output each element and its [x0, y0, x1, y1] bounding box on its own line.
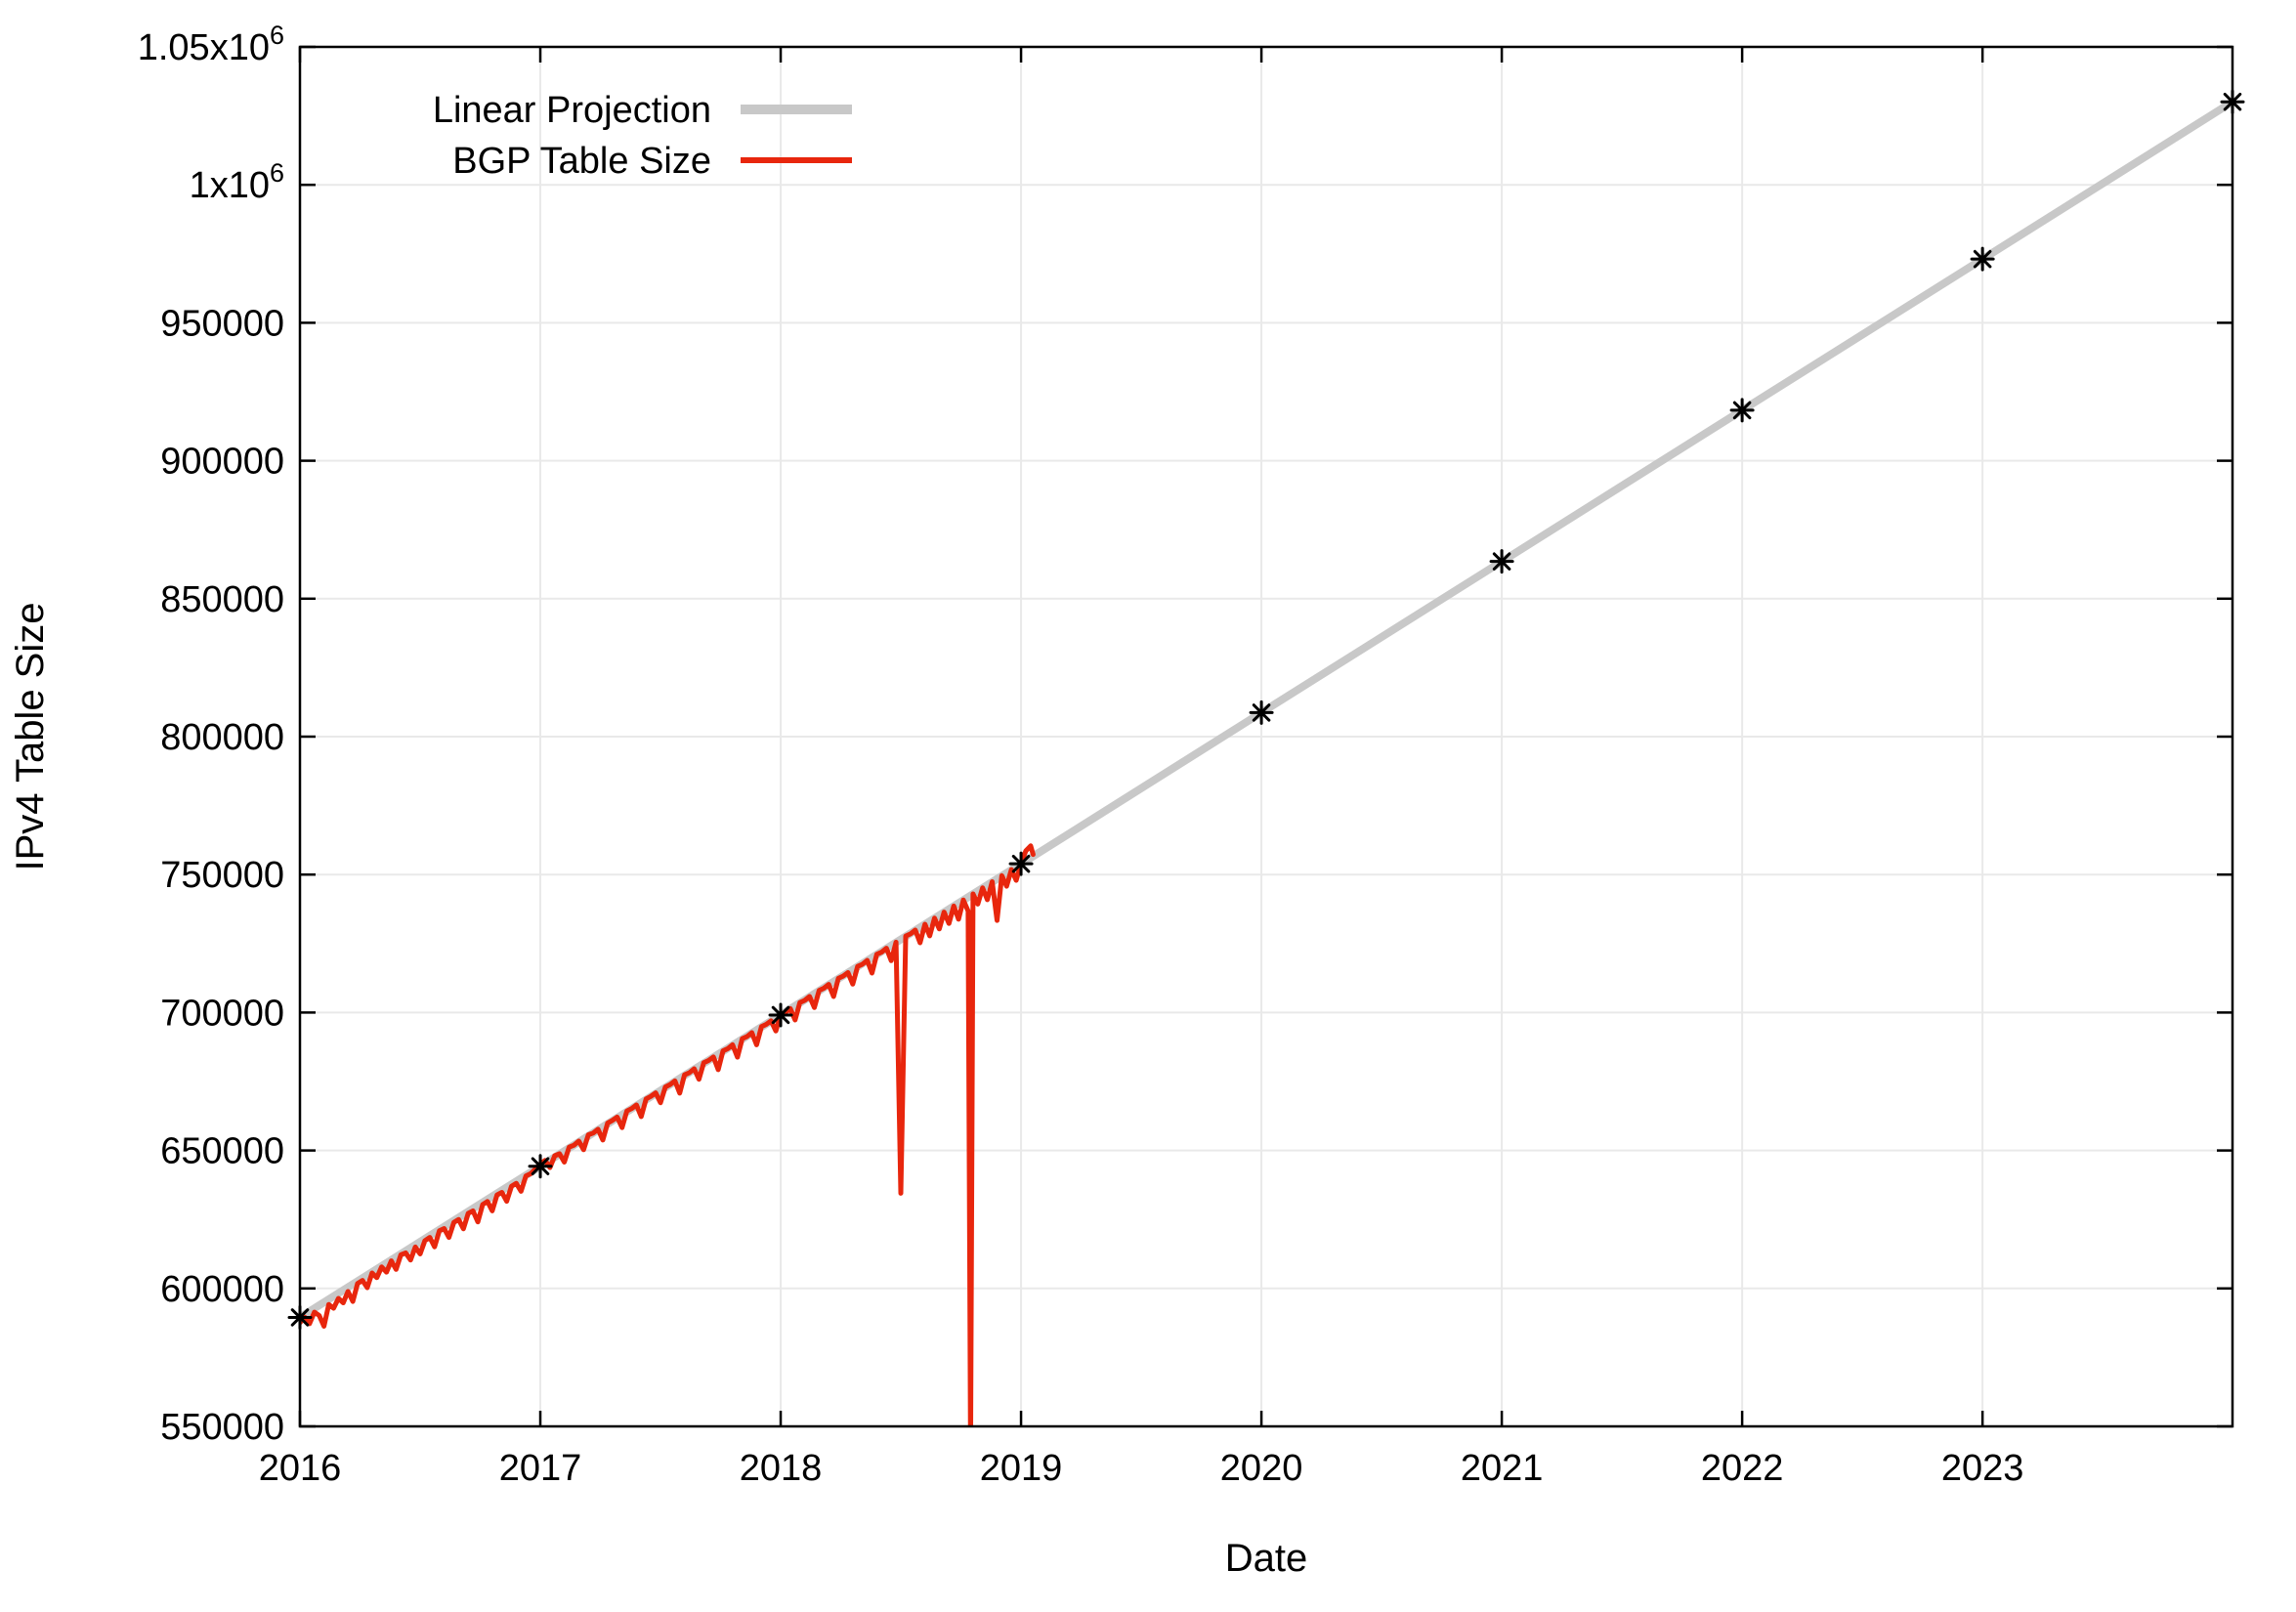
y-tick-label: 850000 — [160, 579, 284, 620]
y-tick-label: 950000 — [160, 303, 284, 344]
y-axis-title: IPv4 Table Size — [9, 603, 52, 871]
x-tick-label: 2022 — [1701, 1448, 1784, 1489]
x-tick-label: 2017 — [499, 1448, 582, 1489]
y-tick-label: 600000 — [160, 1269, 284, 1310]
asterisk-marker — [1973, 249, 1992, 269]
x-tick-label: 2016 — [259, 1448, 342, 1489]
asterisk-marker — [1732, 401, 1752, 420]
y-tick-label: 750000 — [160, 855, 284, 896]
x-axis-title: Date — [1225, 1537, 1308, 1580]
x-tick-label: 2019 — [980, 1448, 1063, 1489]
x-tick-label: 2023 — [1941, 1448, 2024, 1489]
legend: Linear Projection BGP Table Size — [433, 90, 852, 182]
x-tick-label: 2020 — [1220, 1448, 1303, 1489]
asterisk-marker — [771, 1005, 790, 1025]
legend-label: Linear Projection — [433, 90, 711, 131]
y-tick-label: 550000 — [160, 1407, 284, 1448]
y-tick-label: 900000 — [160, 442, 284, 483]
bgp-table-size-line — [300, 843, 1036, 1426]
tick-labels: 2016 2017 2018 2019 2020 2021 2022 2023 550000 60… — [138, 21, 2024, 1489]
y-tick-label: 650000 — [160, 1131, 284, 1172]
legend-label: BGP Table Size — [452, 141, 711, 182]
y-tick-label: 1.05x106 — [138, 21, 284, 68]
asterisk-marker — [1011, 854, 1031, 873]
y-tick-label: 1x106 — [190, 158, 284, 206]
axis-ticks — [298, 45, 2232, 1428]
gridlines — [299, 46, 2232, 1427]
asterisk-marker — [1492, 552, 1511, 571]
y-tick-label: 800000 — [160, 717, 284, 758]
x-tick-label: 2021 — [1461, 1448, 1544, 1489]
x-tick-label: 2018 — [740, 1448, 823, 1489]
asterisk-marker — [531, 1157, 550, 1175]
asterisk-marker — [1252, 703, 1271, 722]
y-tick-label: 700000 — [160, 993, 284, 1034]
